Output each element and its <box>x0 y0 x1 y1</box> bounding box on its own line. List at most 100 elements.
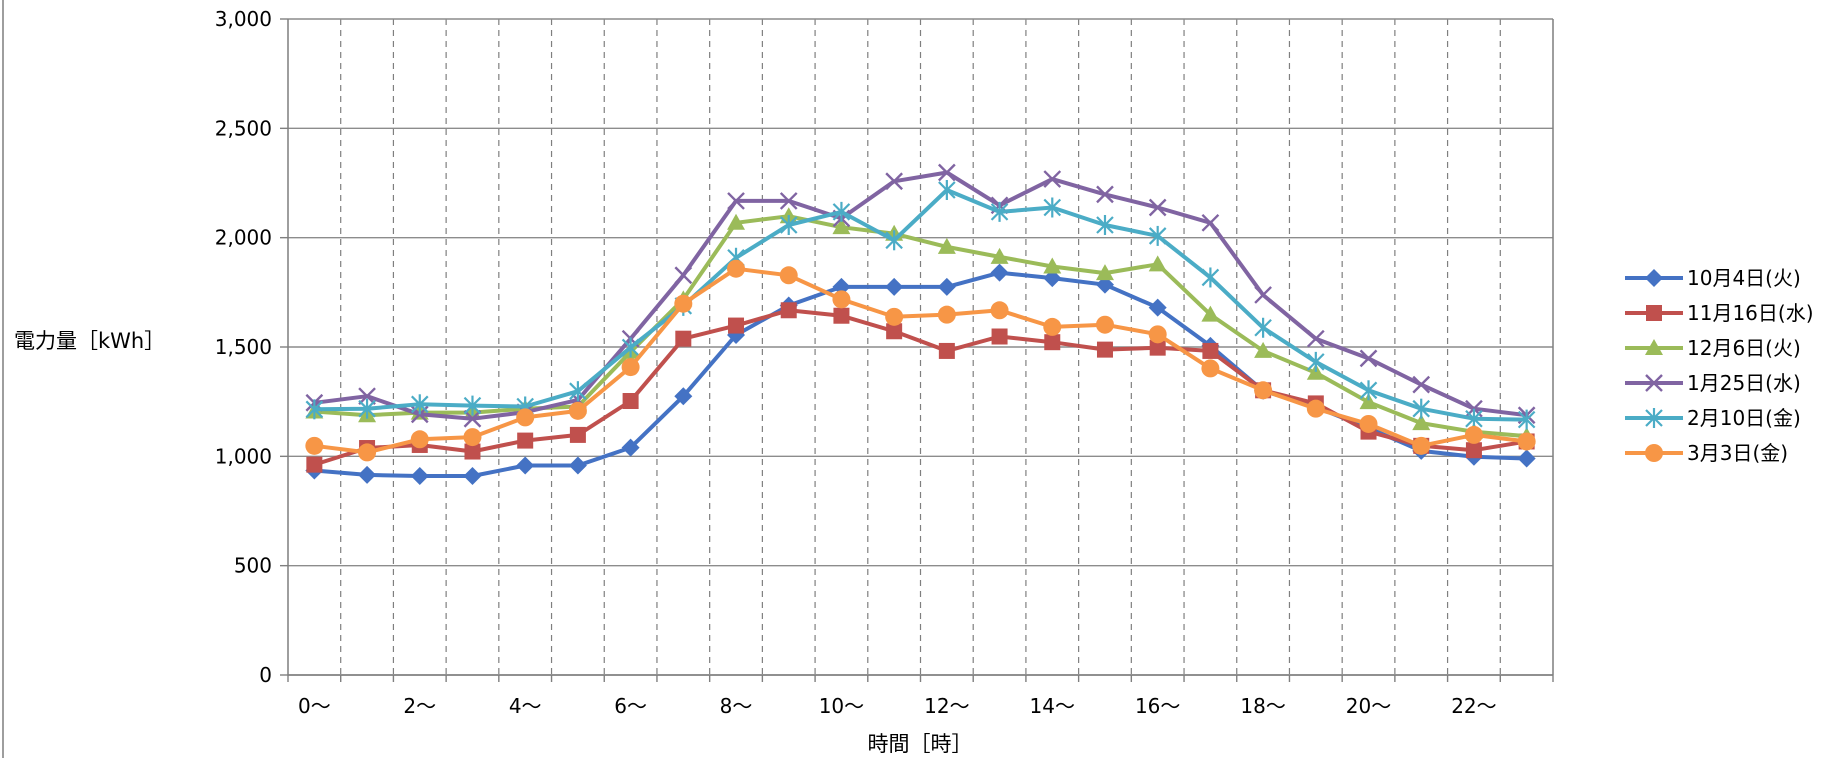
y-tick-label: 2,500 <box>215 116 272 140</box>
legend-item: 12月6日(火) <box>1625 336 1801 360</box>
data-point <box>990 263 1009 282</box>
data-point <box>1306 329 1325 348</box>
data-point <box>463 409 482 428</box>
legend-label: 12月6日(火) <box>1687 336 1801 360</box>
grid <box>288 18 1553 676</box>
series-line <box>314 188 1527 422</box>
data-point <box>1307 351 1325 372</box>
legend-marker <box>1646 305 1662 321</box>
data-point <box>1465 442 1482 459</box>
data-point <box>728 317 745 334</box>
legend-label: 1月25日(水) <box>1687 371 1801 395</box>
data-point <box>1043 257 1062 274</box>
data-point <box>1148 198 1167 217</box>
legend-marker <box>1645 408 1663 428</box>
y-tick-label: 1,500 <box>215 335 272 359</box>
data-point <box>938 179 956 200</box>
data-point <box>779 214 798 235</box>
data-point <box>569 426 586 443</box>
data-point <box>1254 286 1272 304</box>
data-point <box>1412 375 1431 394</box>
data-point <box>886 323 903 340</box>
data-point <box>358 465 377 484</box>
x-tick-label: 2～ <box>403 694 436 718</box>
data-point <box>1254 317 1272 338</box>
legend: 10月4日(火) 11月16日(水) 12月6日(火) 1月25日(水) 2月10日(金… <box>1625 266 1814 465</box>
y-tick-label: 3,000 <box>215 7 272 31</box>
legend-marker <box>1645 339 1663 355</box>
data-point <box>1043 317 1062 336</box>
legend-marker <box>1645 269 1663 287</box>
axes: 0 500 1,000 1,500 2,000 2,500 3,000 0～ 2～ 4～ 6～ 8～ 1… <box>2 0 1554 758</box>
data-point <box>621 337 640 358</box>
data-point <box>832 218 851 235</box>
data-point <box>568 456 587 475</box>
series-area <box>305 163 1536 486</box>
data-point <box>1149 339 1166 356</box>
data-point <box>621 358 640 377</box>
data-point <box>1096 341 1113 358</box>
data-point <box>832 201 851 222</box>
data-point <box>1148 325 1167 344</box>
y-tick-label: 500 <box>234 554 272 578</box>
data-point <box>1464 425 1483 444</box>
data-point <box>463 467 482 486</box>
data-point <box>463 395 482 416</box>
data-point <box>990 247 1009 264</box>
data-point <box>1359 414 1378 433</box>
legend-item: 2月10日(金) <box>1625 406 1801 430</box>
legend-item: 10月4日(火) <box>1625 266 1801 290</box>
data-point <box>358 443 377 462</box>
data-point <box>463 428 482 447</box>
data-point <box>516 456 535 475</box>
data-point <box>885 277 904 296</box>
data-point <box>938 342 955 359</box>
data-point <box>1095 315 1114 334</box>
data-point <box>1254 381 1273 400</box>
legend-label: 3月3日(金) <box>1687 441 1788 465</box>
x-tick-label: 10～ <box>819 694 864 718</box>
data-point <box>464 443 481 460</box>
data-point <box>569 381 587 402</box>
series-line <box>314 266 1527 455</box>
x-tick-label: 20～ <box>1346 694 1391 718</box>
data-point <box>727 192 745 210</box>
data-point <box>1148 225 1167 246</box>
data-point <box>1254 341 1273 358</box>
data-point <box>674 387 693 406</box>
data-point <box>1517 409 1536 430</box>
data-point <box>1201 213 1220 232</box>
data-point <box>990 201 1009 222</box>
data-point <box>568 401 587 420</box>
x-axis-title: 時間［時］ <box>868 732 973 756</box>
legend-marker <box>1645 444 1663 462</box>
x-tick-label: 6～ <box>614 694 647 718</box>
y-tick-label: 1,000 <box>215 444 272 468</box>
x-tick-label: 4～ <box>509 694 542 718</box>
data-point <box>1095 264 1114 281</box>
legend-item: 1月25日(水) <box>1625 371 1801 395</box>
data-point <box>779 192 798 210</box>
legend-label: 11月16日(水) <box>1687 301 1814 325</box>
data-point <box>1412 414 1431 431</box>
data-point <box>1043 269 1062 288</box>
data-point <box>1201 267 1220 288</box>
legend-item: 3月3日(金) <box>1625 441 1788 465</box>
series-line <box>314 214 1527 439</box>
data-point <box>1359 349 1378 368</box>
data-point <box>833 307 850 324</box>
data-point <box>1517 449 1536 468</box>
data-point <box>832 290 851 309</box>
data-point <box>622 393 639 410</box>
data-point <box>306 456 323 473</box>
data-point <box>674 294 693 313</box>
data-point <box>937 277 956 296</box>
series-6 <box>305 259 1536 462</box>
data-point <box>885 307 904 326</box>
data-point <box>885 230 903 251</box>
data-point <box>305 436 324 455</box>
data-point <box>1359 380 1378 401</box>
x-tick-label: 12～ <box>924 694 969 718</box>
y-tick-label: 2,000 <box>215 226 272 250</box>
